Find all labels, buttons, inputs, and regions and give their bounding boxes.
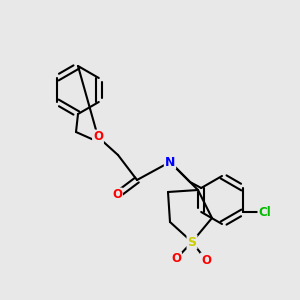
Text: N: N xyxy=(165,155,175,169)
Text: O: O xyxy=(201,254,211,266)
Text: O: O xyxy=(171,253,181,266)
Text: O: O xyxy=(93,130,103,143)
Text: S: S xyxy=(188,236,196,248)
Text: Cl: Cl xyxy=(258,206,271,218)
Text: O: O xyxy=(112,188,122,202)
